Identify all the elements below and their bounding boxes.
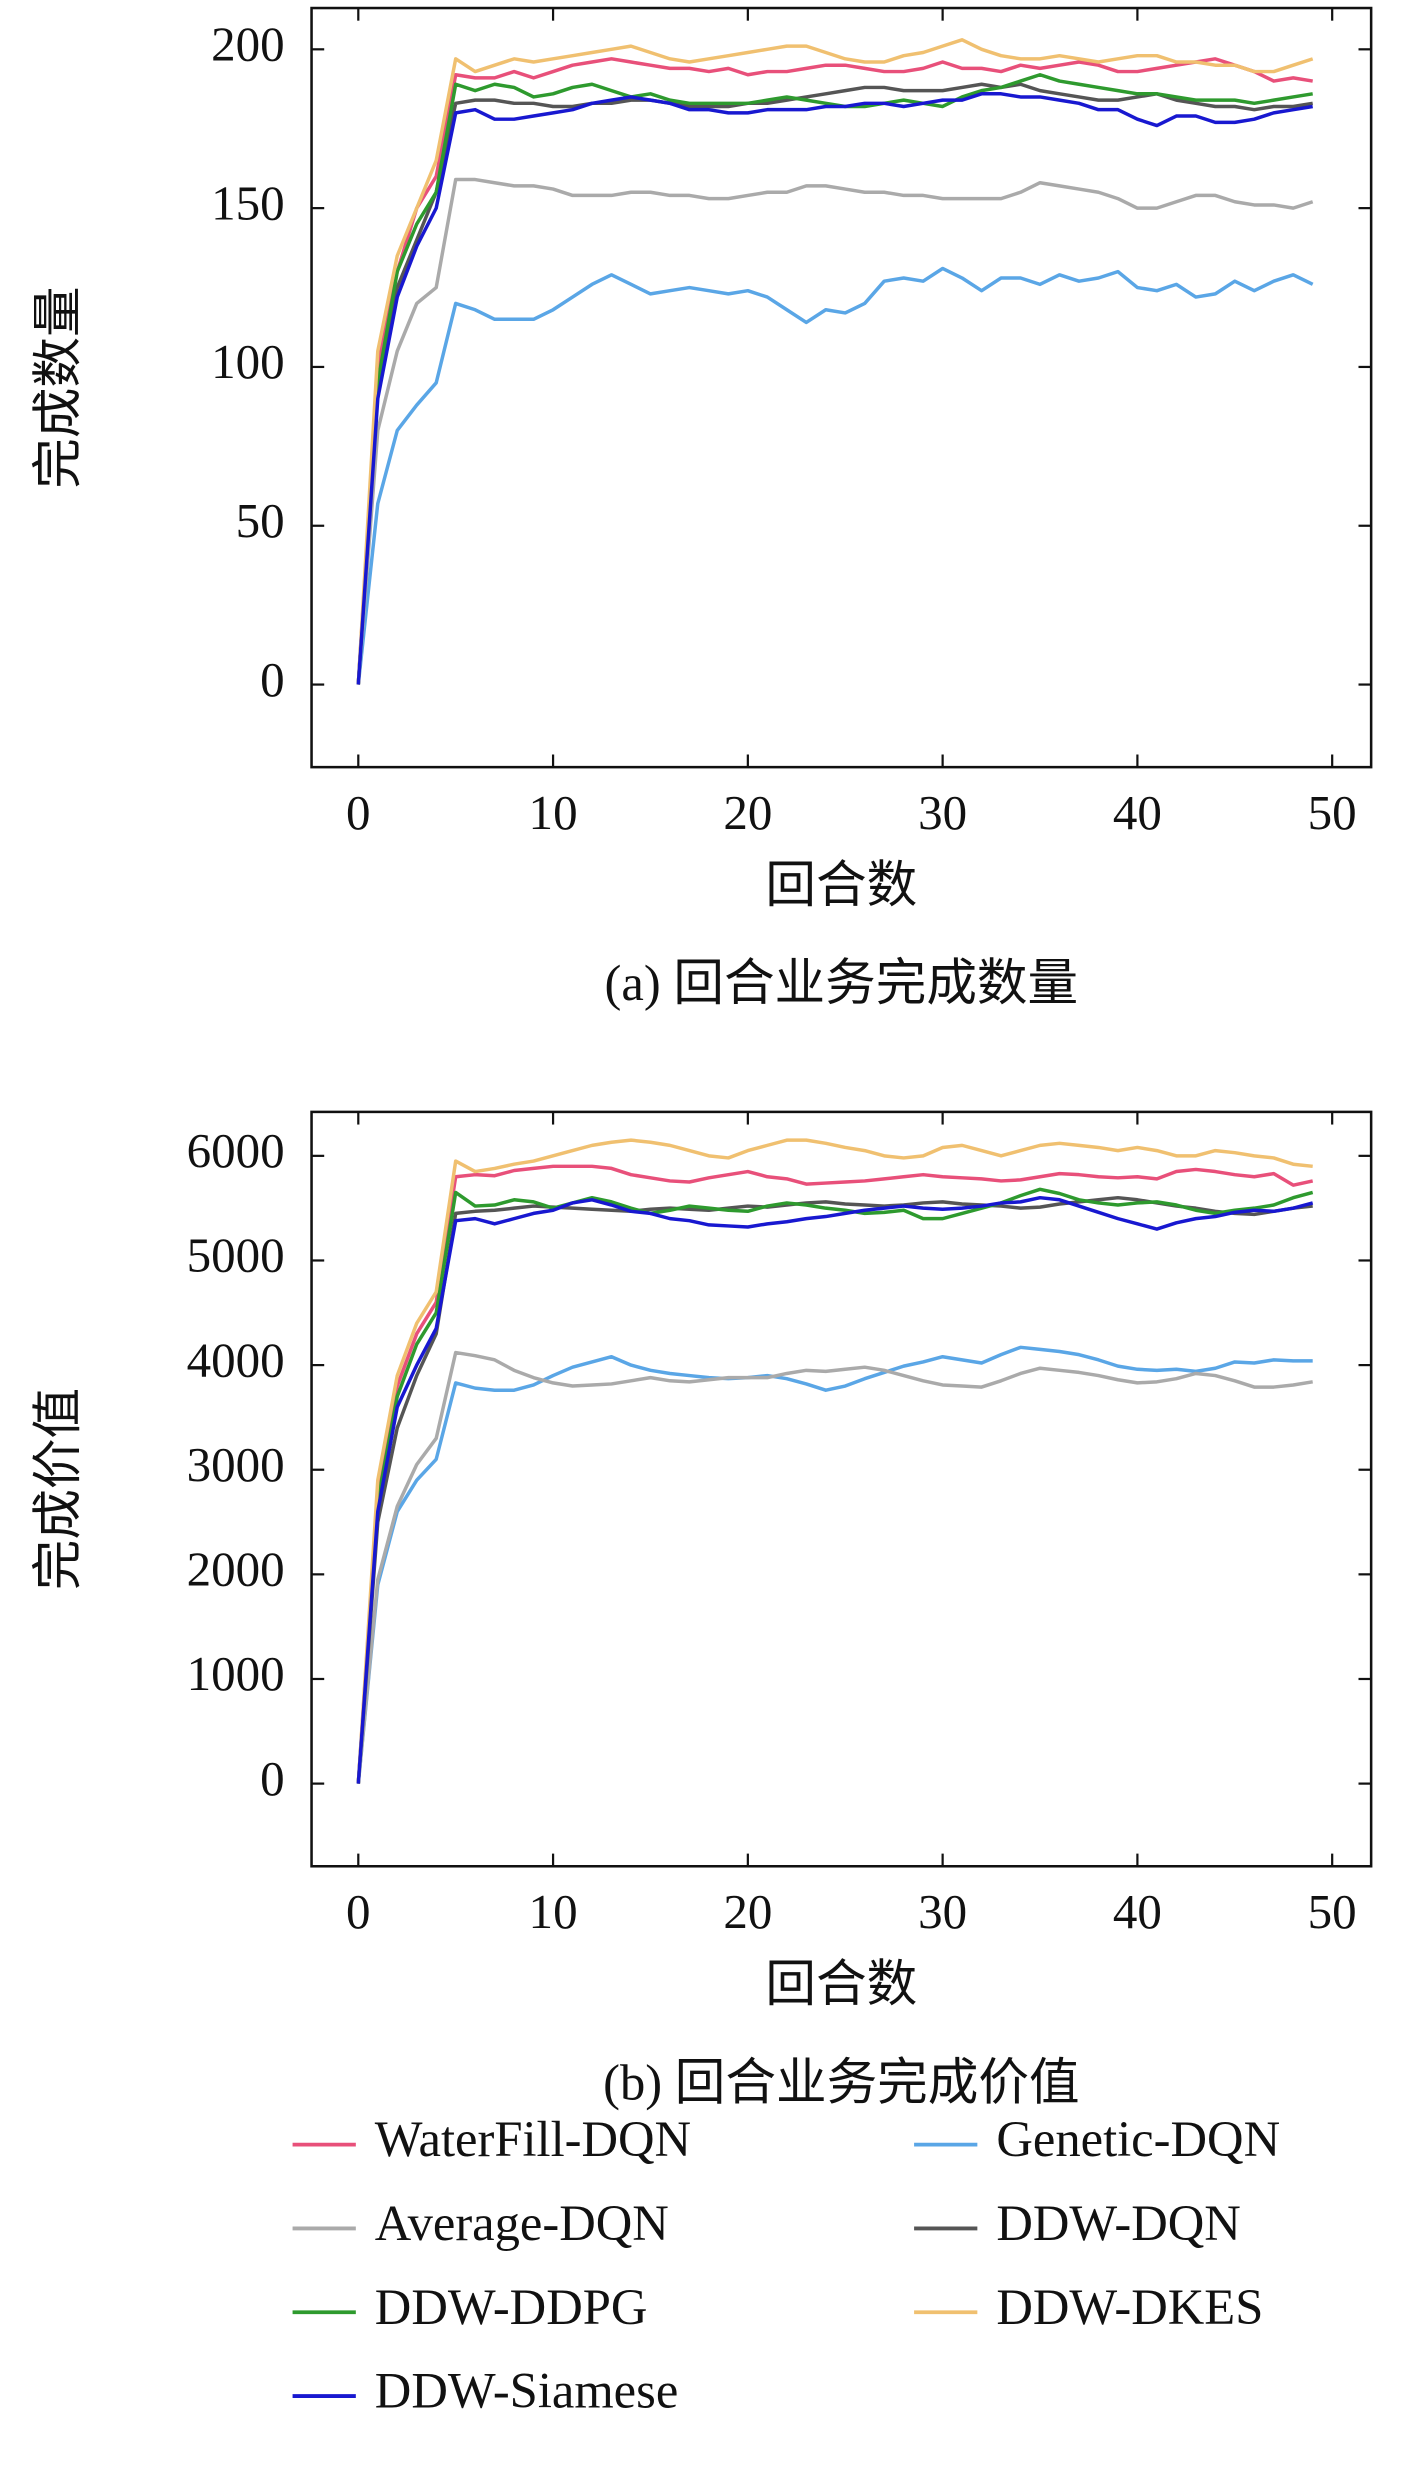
y-tick-label: 0: [260, 652, 285, 707]
series-line: [356, 57, 1313, 685]
plot-frame: [310, 1110, 1373, 1868]
plot-frame: [310, 6, 1373, 769]
caption: (a) 回合业务完成数量: [605, 955, 1079, 1011]
x-tick-label: 30: [918, 1884, 967, 1939]
series-line: [356, 1164, 1314, 1784]
series-line: [356, 72, 1313, 685]
series-line: [356, 38, 1314, 685]
x-tick-label: 30: [918, 785, 967, 840]
series-line: [356, 92, 1313, 685]
series-line: [356, 266, 1314, 685]
y-tick-label: 3000: [187, 1437, 285, 1492]
y-tick-label: 1000: [187, 1646, 285, 1701]
x-tick-label: 0: [346, 1884, 371, 1939]
series-line: [356, 1187, 1314, 1784]
x-tick-label: 10: [529, 1884, 578, 1939]
x-tick-label: 40: [1113, 785, 1162, 840]
x-tick-label: 20: [723, 1884, 772, 1939]
y-tick-label: 100: [211, 334, 285, 389]
y-tick-label: 6000: [187, 1123, 285, 1178]
series-line: [356, 1345, 1313, 1784]
legend-label: Average-DQN: [375, 2195, 669, 2251]
y-axis-label: 完成数量: [30, 286, 86, 488]
legend-label: Genetic-DQN: [996, 2111, 1280, 2167]
series-line: [356, 1195, 1313, 1784]
series-line: [356, 82, 1313, 685]
y-tick-label: 0: [260, 1751, 285, 1806]
series-line: [356, 1138, 1313, 1784]
x-axis-label: 回合数: [765, 1956, 917, 2012]
series-line: [356, 177, 1314, 685]
legend-label: DDW-Siamese: [375, 2363, 678, 2419]
x-tick-label: 50: [1308, 1884, 1357, 1939]
x-axis-label: 回合数: [765, 857, 917, 913]
y-tick-label: 200: [211, 17, 285, 72]
y-tick-label: 2000: [187, 1542, 285, 1597]
x-tick-label: 50: [1308, 785, 1357, 840]
legend-label: DDW-DQN: [996, 2195, 1241, 2251]
series-line: [356, 1195, 1314, 1784]
x-tick-label: 10: [529, 785, 578, 840]
y-tick-label: 4000: [187, 1332, 285, 1387]
y-axis-label: 完成价值: [30, 1388, 86, 1590]
legend-label: WaterFill-DQN: [375, 2111, 691, 2167]
legend-label: DDW-DDPG: [375, 2279, 648, 2335]
y-tick-label: 50: [236, 493, 285, 548]
x-tick-label: 0: [346, 785, 371, 840]
y-tick-label: 150: [211, 175, 285, 230]
caption: (b) 回合业务完成价值: [603, 2054, 1079, 2110]
legend-label: DDW-DKES: [996, 2279, 1263, 2335]
x-tick-label: 40: [1113, 1884, 1162, 1939]
series-line: [356, 1350, 1313, 1784]
y-tick-label: 5000: [187, 1228, 285, 1283]
x-tick-label: 20: [723, 785, 772, 840]
